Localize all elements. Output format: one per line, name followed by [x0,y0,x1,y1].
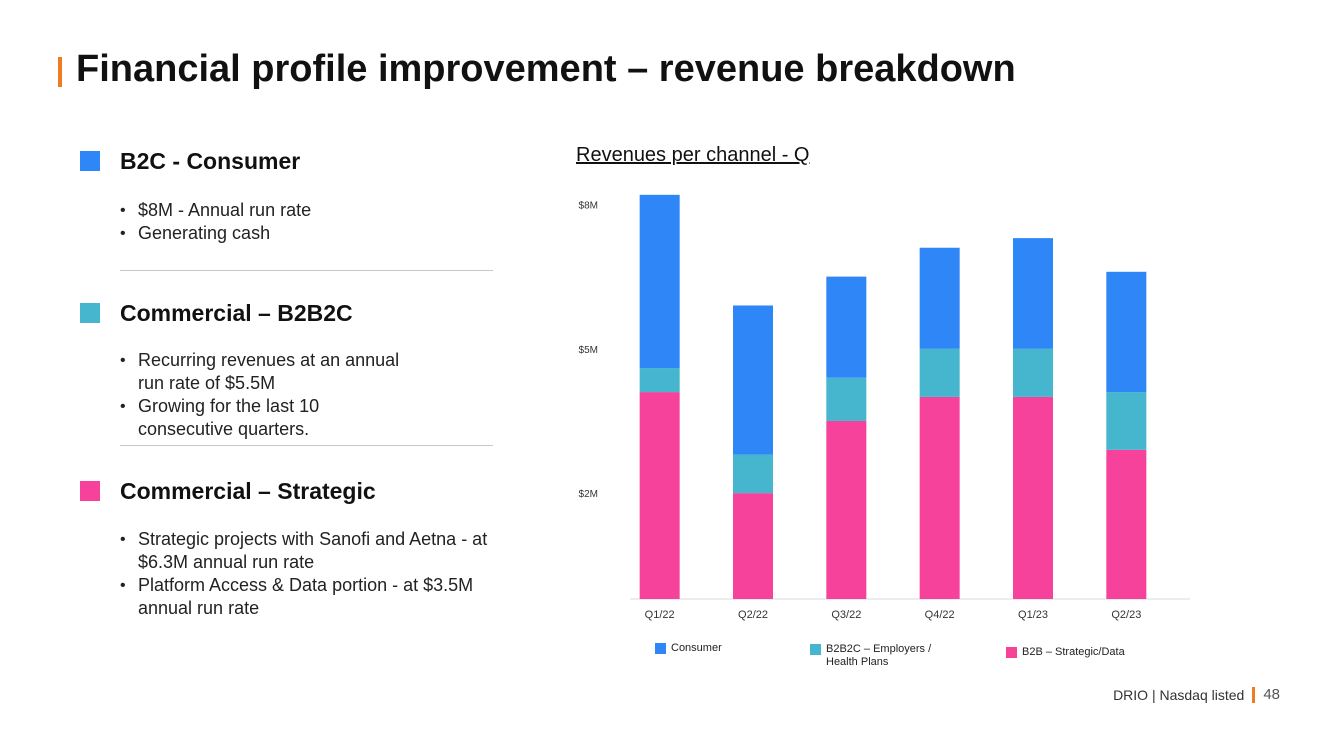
x-tick-label: Q3/22 [831,609,861,621]
bar-segment [1106,449,1147,599]
x-tick-label: Q2/22 [738,609,768,621]
legend-label: B2B – Strategic/Data [1022,646,1125,658]
section-strategic: Commercial – Strategic Strategic project… [80,476,500,620]
footer: DRIO | Nasdaq listed 48 [1113,686,1280,703]
x-tick-label: Q1/23 [1018,609,1048,621]
bar-segment [1013,238,1053,349]
section-title: Commercial – B2B2C [120,299,353,326]
y-tick-label: $2M [579,489,598,500]
legend-item-b2b2c: B2B2C – Employers / Health Plans [810,643,960,669]
title-accent-bar [58,57,62,87]
footer-accent-bar [1252,686,1256,703]
bullet: $8M - Annual run rate [120,199,500,222]
b2c-color-square [80,151,100,171]
bullet: Platform Access & Data portion - at $3.5… [120,574,490,620]
bar-segment [639,392,680,599]
footer-company: DRIO | Nasdaq listed [1113,686,1245,703]
bar-segment [639,368,680,393]
strategic-color-square [80,481,100,501]
legend-item-consumer: Consumer [655,642,722,655]
y-tick-label: $8M [579,200,598,211]
bar-segment [826,276,867,378]
bar-segment [1106,392,1147,450]
slide-title: Financial profile improvement – revenue … [76,48,1016,90]
legend-item-strategic: B2B – Strategic/Data [1006,646,1125,659]
section-title: B2C - Consumer [120,147,301,174]
bar-segment [1013,348,1053,397]
bar-segment [826,377,867,421]
bullet: Recurring revenues at an annual run rate… [120,349,410,395]
x-tick-label: Q4/22 [925,609,955,621]
divider [120,445,493,446]
bar-segment [919,396,960,599]
section-title: Commercial – Strategic [120,477,376,504]
bullet: Generating cash [120,222,500,245]
bar-segment [919,247,960,349]
bar-segment [826,420,867,599]
bar-segment [733,493,773,599]
bar-segment [919,348,960,397]
x-tick-label: Q2/23 [1111,609,1141,621]
bar-segment [733,454,773,494]
section-b2c: B2C - Consumer $8M - Annual run rate Gen… [80,146,500,245]
bullet: Growing for the last 10 consecutive quar… [120,395,410,441]
bar-segment [733,305,773,455]
section-b2b2c: Commercial – B2B2C Recurring revenues at… [80,298,500,441]
bar-segment [1106,271,1147,393]
bullet: Strategic projects with Sanofi and Aetna… [120,528,490,574]
b2b2c-color-square [80,303,100,323]
chart-title: Revenues per channel - Q [576,144,810,166]
legend-swatch [1006,647,1017,658]
y-tick-label: $5M [579,345,598,356]
divider [120,270,493,271]
bar-segment [639,194,680,369]
revenue-bar-chart: $2M $5M $8M Q1/22 Q2/22 Q3/22 Q4/22 Q1/23 Q2/23 [579,194,1190,621]
legend-swatch [810,644,821,655]
page-number: 48 [1263,686,1280,703]
legend-swatch [655,643,666,654]
bar-segment [1013,396,1053,599]
legend-label: Consumer [671,642,722,654]
legend-label: B2B2C – Employers / Health Plans [826,643,932,668]
x-tick-label: Q1/22 [645,609,675,621]
